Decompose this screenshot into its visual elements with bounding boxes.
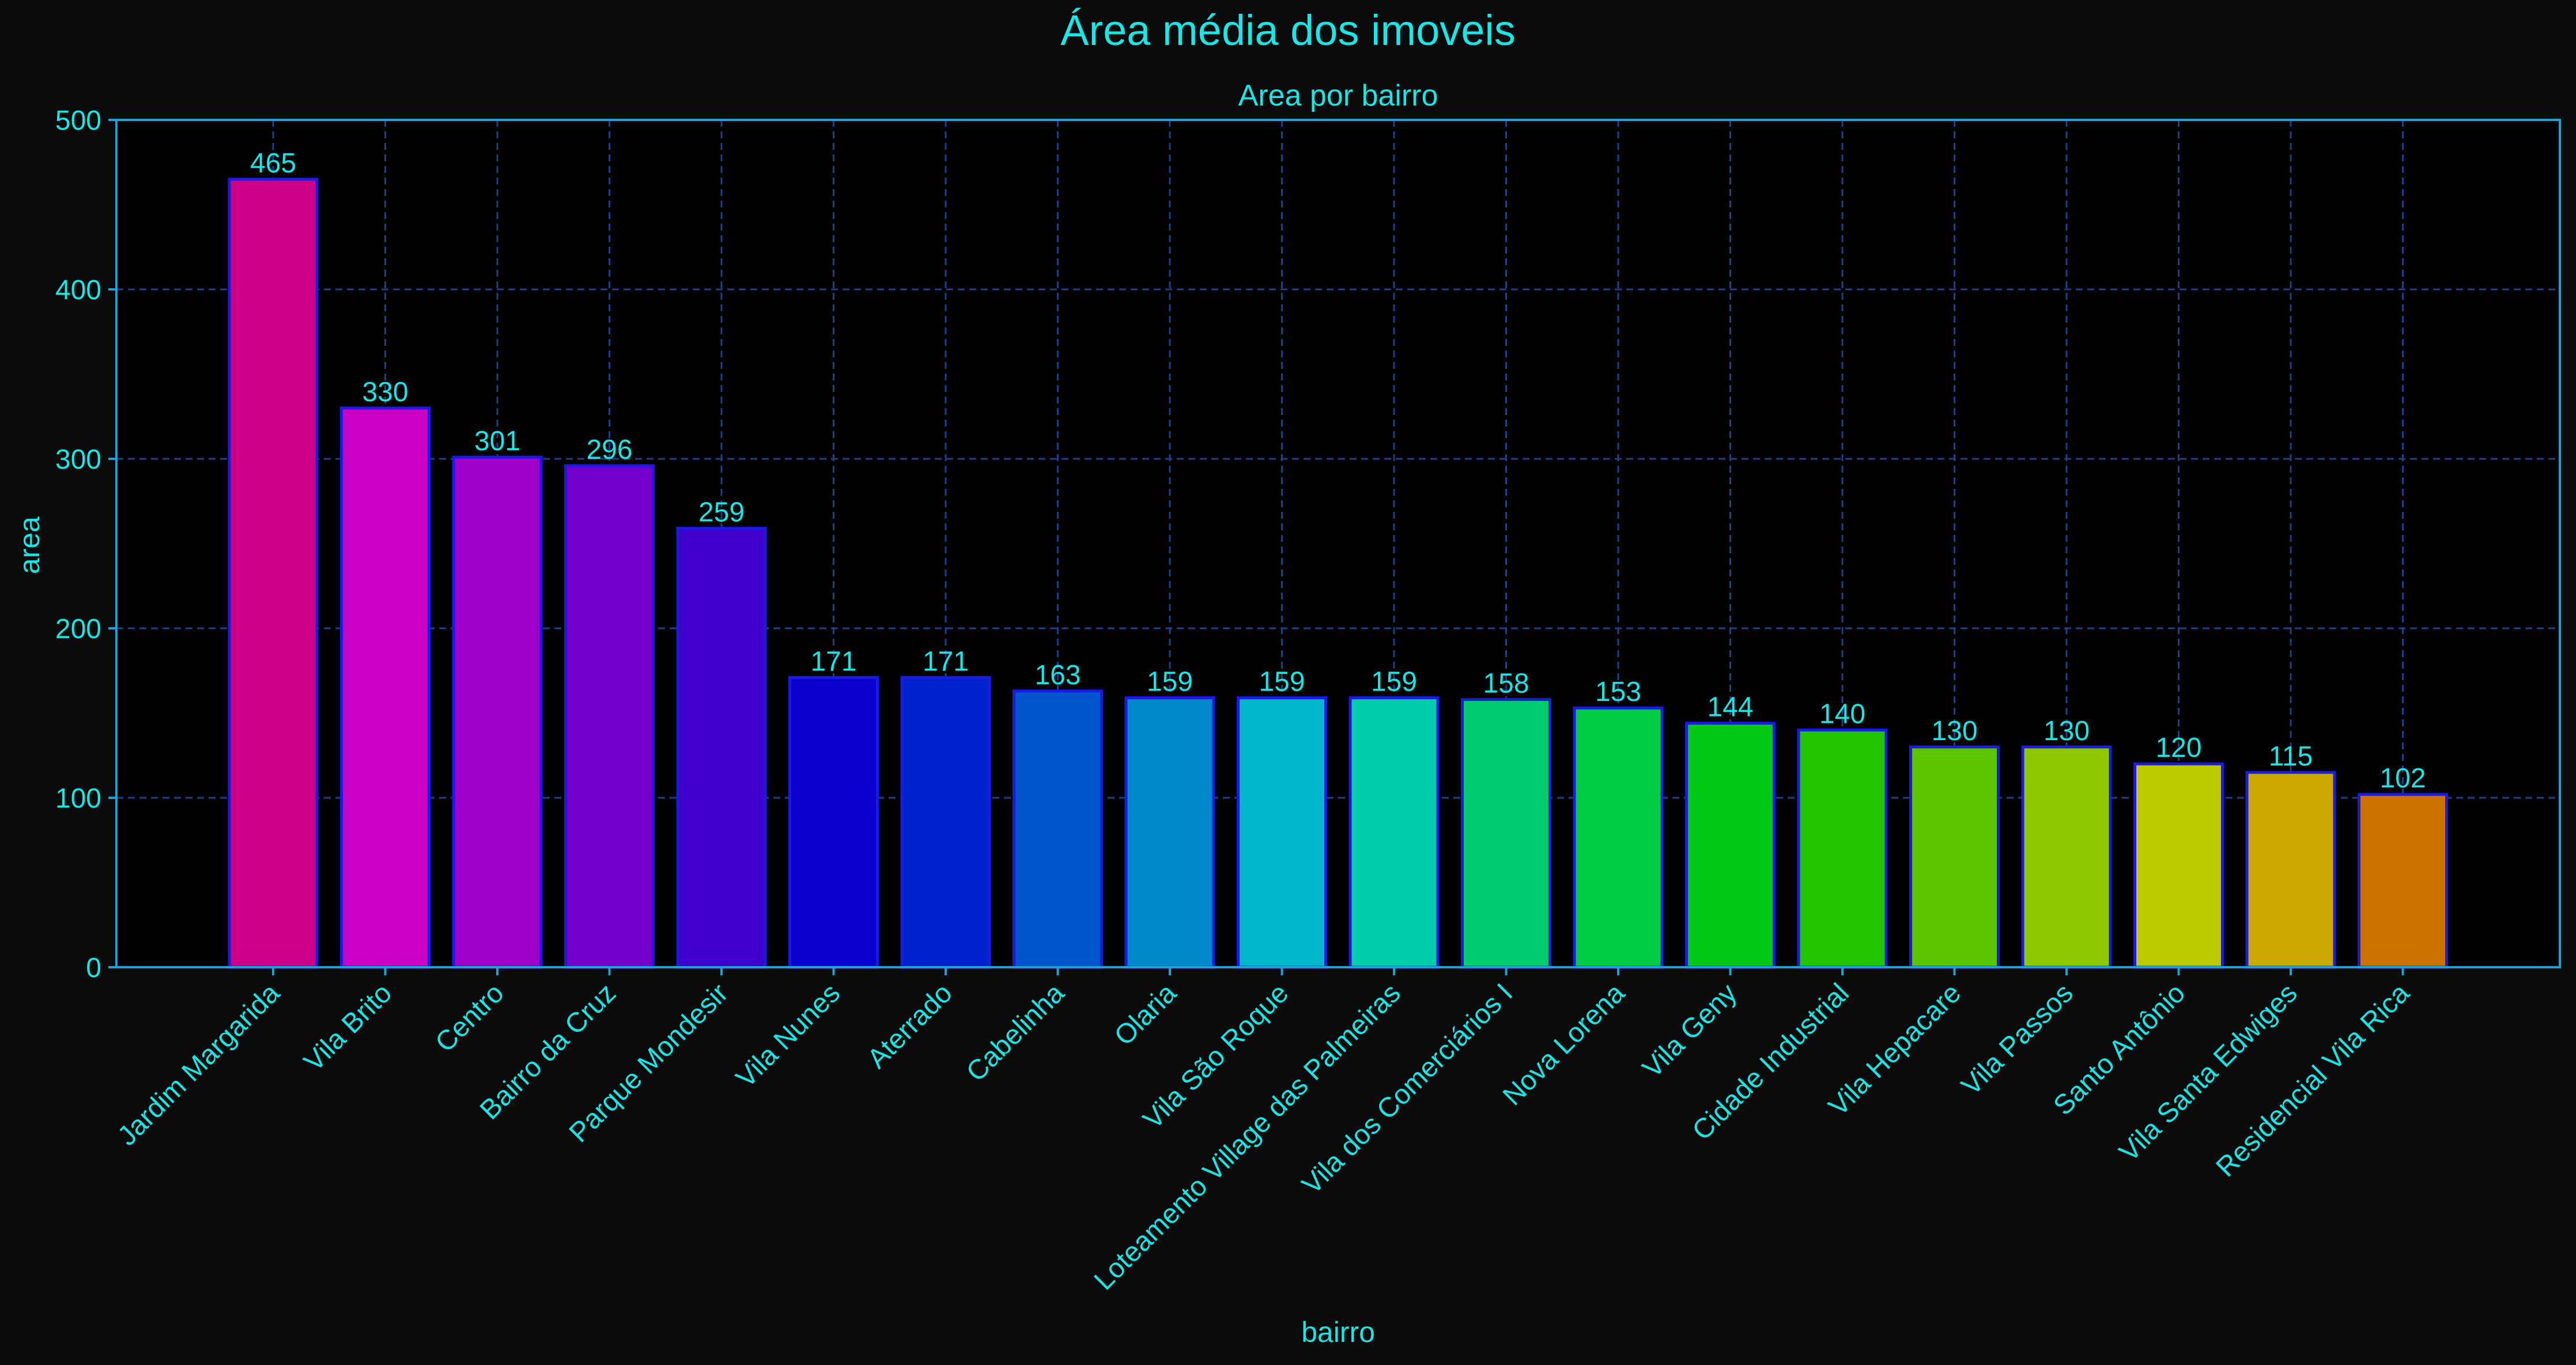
y-tick-label: 0 bbox=[86, 953, 101, 983]
y-tick-label: 100 bbox=[55, 783, 101, 814]
bar bbox=[1013, 689, 1103, 969]
bar bbox=[1909, 745, 2000, 969]
bar bbox=[2358, 793, 2448, 969]
bar bbox=[452, 455, 543, 969]
bar-value-label: 465 bbox=[250, 148, 296, 179]
chart-title: Área média dos imoveis bbox=[1060, 6, 1516, 54]
bar-value-label: 130 bbox=[1931, 716, 1977, 746]
bar bbox=[1797, 728, 1888, 969]
bar bbox=[2133, 762, 2224, 969]
bar-value-label: 153 bbox=[1595, 677, 1641, 707]
bar bbox=[788, 676, 879, 969]
bar-value-label: 171 bbox=[923, 646, 969, 677]
bar-value-label: 144 bbox=[1707, 692, 1753, 723]
bar bbox=[676, 527, 767, 969]
bar bbox=[564, 464, 655, 969]
bar bbox=[1685, 722, 1776, 969]
bar bbox=[1349, 696, 1440, 969]
bar-value-label: 158 bbox=[1483, 668, 1529, 699]
y-axis-label: area bbox=[13, 516, 46, 574]
bar bbox=[1461, 697, 1551, 969]
y-tick-label: 200 bbox=[55, 614, 101, 644]
bar-value-label: 130 bbox=[2044, 716, 2090, 746]
bar bbox=[2245, 771, 2336, 969]
x-axis-label: bairro bbox=[1301, 1316, 1375, 1348]
bar-value-label: 330 bbox=[362, 377, 408, 408]
bar bbox=[1573, 706, 1664, 969]
bar-value-label: 301 bbox=[474, 426, 520, 457]
bar-value-label: 140 bbox=[1819, 699, 1865, 729]
bar bbox=[900, 676, 991, 969]
chart-subtitle: Area por bairro bbox=[1238, 79, 1438, 112]
bar bbox=[1124, 696, 1215, 969]
bar bbox=[340, 406, 430, 969]
bar-value-label: 159 bbox=[1371, 667, 1417, 697]
bar-value-label: 296 bbox=[586, 435, 632, 465]
y-tick-label: 500 bbox=[55, 105, 101, 136]
bar bbox=[228, 178, 319, 969]
y-tick-label: 300 bbox=[55, 444, 101, 475]
plot-frame bbox=[115, 119, 2561, 968]
y-tick-label: 400 bbox=[55, 275, 101, 306]
bar-value-label: 163 bbox=[1034, 660, 1081, 691]
bar-value-label: 115 bbox=[2269, 741, 2313, 772]
bar-value-label: 159 bbox=[1259, 667, 1305, 697]
bar-value-label: 102 bbox=[2379, 763, 2426, 794]
bar-value-label: 171 bbox=[810, 646, 856, 677]
bar-value-label: 120 bbox=[2155, 733, 2201, 763]
bar-value-label: 159 bbox=[1147, 667, 1193, 697]
bar bbox=[2021, 745, 2112, 969]
bar bbox=[1237, 696, 1327, 969]
y-axis-ticks: 0 100 200 300 400 500 bbox=[55, 105, 116, 983]
bar-value-label: 259 bbox=[698, 497, 745, 528]
bars: 465 330 301 296 259 171 171 163 159 159 159 158 153 1… bbox=[228, 148, 2448, 969]
